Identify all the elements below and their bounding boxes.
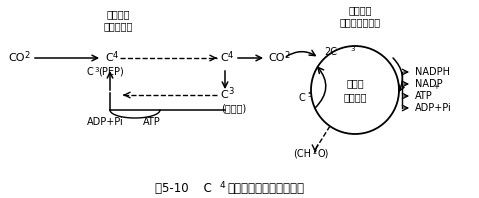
- Text: 3: 3: [350, 46, 354, 52]
- Text: 2: 2: [313, 149, 318, 155]
- Text: ADP+Pi: ADP+Pi: [87, 117, 124, 127]
- Text: 4: 4: [220, 181, 226, 189]
- Text: 5: 5: [307, 92, 311, 98]
- Text: 多种酶: 多种酶: [346, 78, 364, 88]
- Text: C: C: [220, 90, 228, 100]
- Text: C: C: [299, 93, 306, 103]
- Text: (丙酮酸): (丙酮酸): [221, 103, 246, 113]
- Text: 参加催化: 参加催化: [343, 92, 367, 102]
- Text: 3: 3: [228, 88, 233, 96]
- Text: ATP: ATP: [143, 117, 161, 127]
- Text: NADPH: NADPH: [415, 67, 450, 77]
- Text: ADP+Pi: ADP+Pi: [415, 103, 452, 113]
- Text: C: C: [105, 53, 113, 63]
- Text: +: +: [433, 84, 439, 90]
- Text: 3: 3: [94, 67, 99, 73]
- Text: NADP: NADP: [415, 79, 443, 89]
- Text: 中的叶绿体: 中的叶绿体: [103, 21, 133, 31]
- Text: 2C: 2C: [324, 47, 337, 57]
- Text: C: C: [87, 67, 94, 77]
- Text: 2: 2: [24, 50, 29, 60]
- Text: 叶肉细胞: 叶肉细胞: [106, 9, 130, 19]
- Text: 细胞中的叶绿体: 细胞中的叶绿体: [340, 17, 380, 27]
- Text: 图5-10    C: 图5-10 C: [155, 182, 212, 194]
- Text: ATP: ATP: [415, 91, 433, 101]
- Text: O): O): [318, 149, 330, 159]
- Text: CO: CO: [268, 53, 285, 63]
- Text: 4: 4: [228, 50, 233, 60]
- Text: 植物光合作用特点示意图: 植物光合作用特点示意图: [227, 182, 304, 194]
- Text: 4: 4: [113, 50, 118, 60]
- Text: 维管束鞘: 维管束鞘: [348, 5, 372, 15]
- Text: (PEP): (PEP): [98, 67, 124, 77]
- Text: (CH: (CH: [293, 149, 311, 159]
- Text: CO: CO: [8, 53, 24, 63]
- Text: 2: 2: [284, 50, 289, 60]
- Text: C: C: [220, 53, 228, 63]
